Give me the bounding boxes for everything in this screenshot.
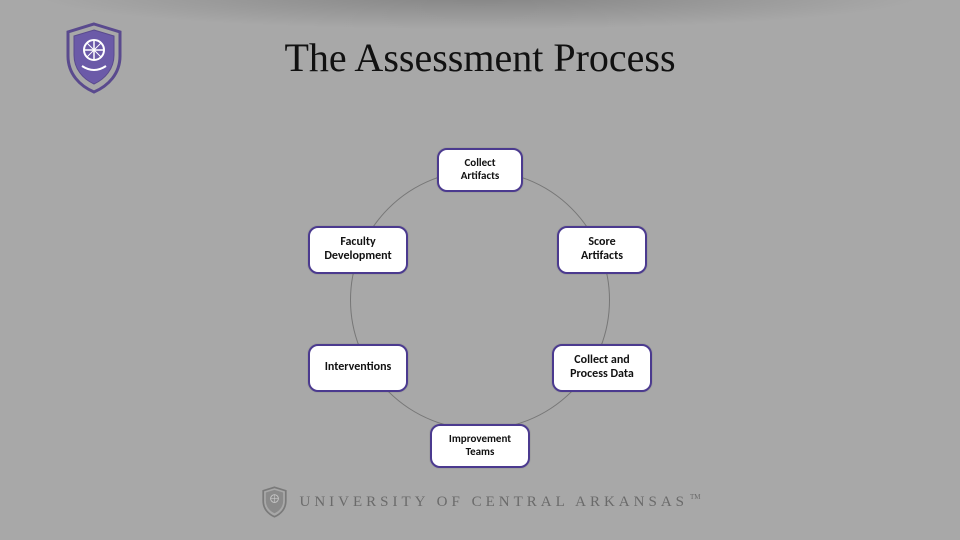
slide-title: The Assessment Process [0, 34, 960, 81]
footer-org-text: UNIVERSITY OF CENTRAL ARKANSASTM [300, 494, 699, 511]
cycle-node-n0: Collect Artifacts [437, 148, 523, 192]
cycle-node-n3: Improvement Teams [430, 424, 530, 468]
cycle-node-n1: Score Artifacts [557, 226, 647, 274]
uca-shield-logo-footer [262, 486, 288, 518]
cycle-node-n2: Collect and Process Data [552, 344, 652, 392]
footer-tm: TM [690, 493, 701, 501]
footer-org-name: UNIVERSITY OF CENTRAL ARKANSAS [300, 494, 689, 510]
cycle-node-n5: Faculty Development [308, 226, 408, 274]
footer-branding: UNIVERSITY OF CENTRAL ARKANSASTM [262, 486, 699, 518]
top-vignette [30, 0, 930, 30]
cycle-diagram: Collect Artifacts Score Artifacts Collect … [270, 110, 690, 490]
cycle-node-n4: Interventions [308, 344, 408, 392]
